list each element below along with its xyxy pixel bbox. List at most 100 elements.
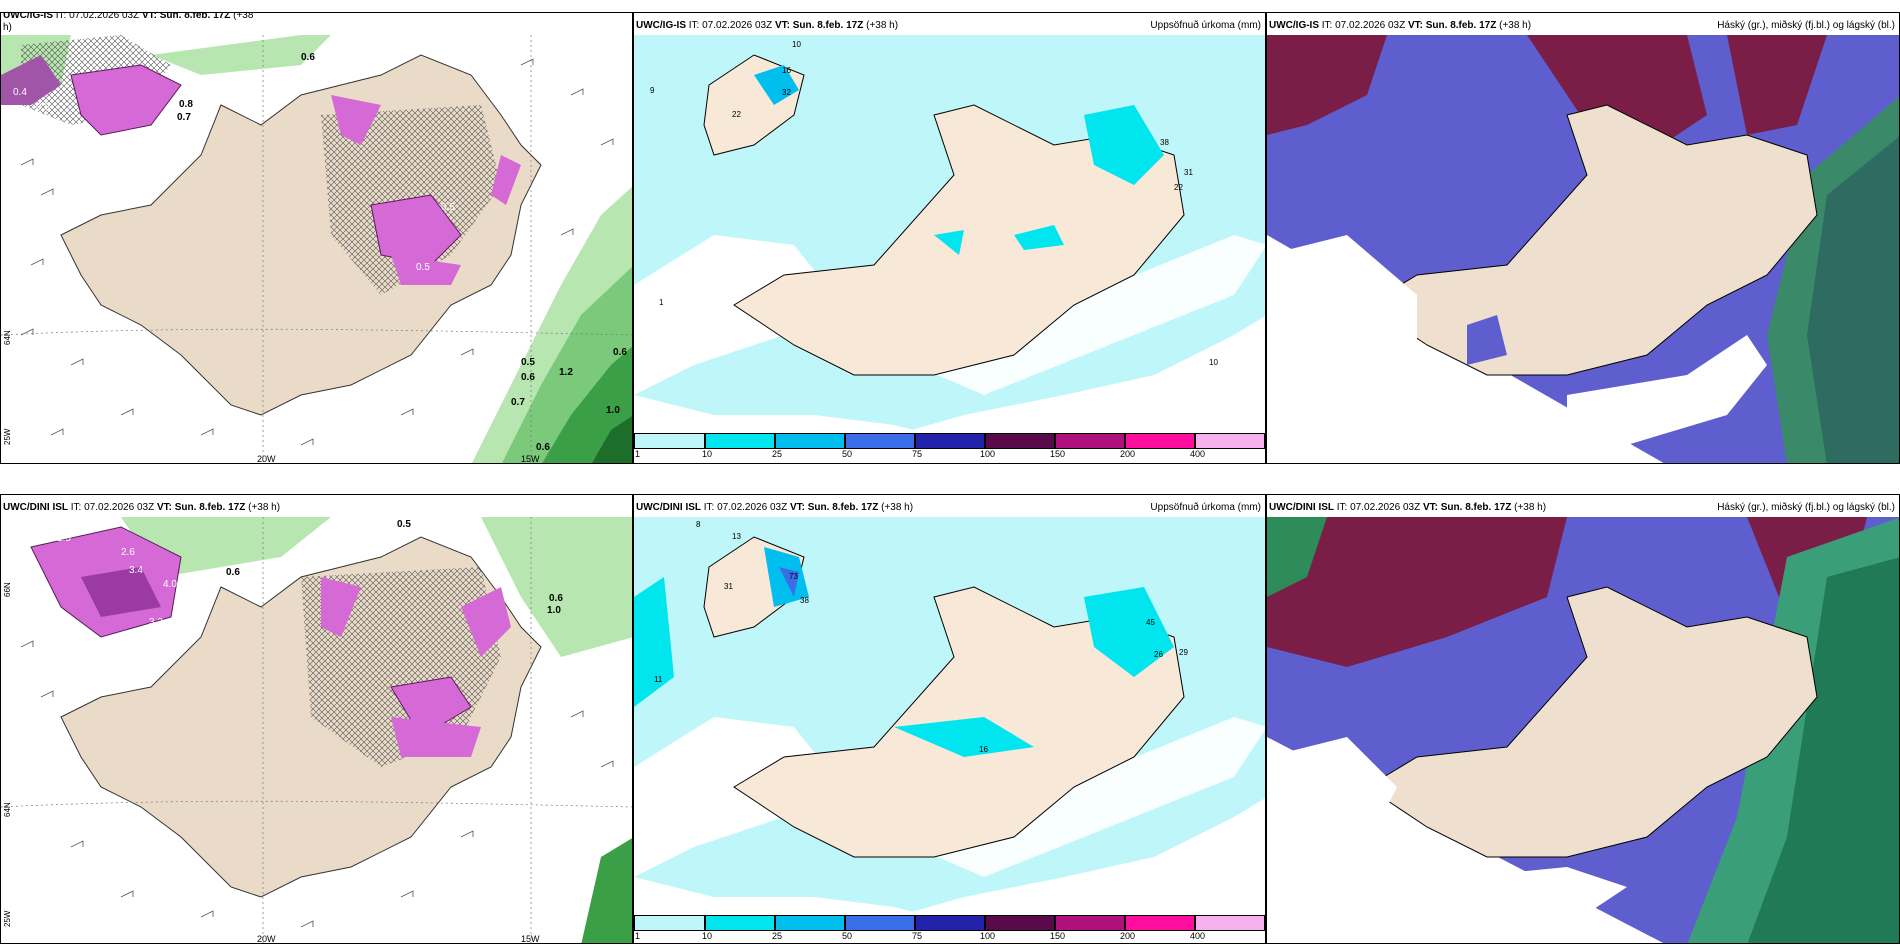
map-value: 0.7 — [177, 112, 191, 123]
map-value: 26 — [1154, 650, 1163, 659]
lat-label: 64N — [3, 802, 12, 817]
legend-tick: 1 — [635, 931, 641, 941]
panel-header: UWC/DINI ISL IT: 07.02.2026 03Z VT: Sun.… — [636, 502, 1261, 513]
map-value: 1.5 — [57, 533, 71, 544]
legend-swatch — [1195, 915, 1265, 931]
map-value: 1.2 — [559, 367, 573, 378]
legend-tick: 100 — [980, 931, 996, 941]
precip-legend: 1 10 25 50 75 100 150 200 400 — [634, 915, 1265, 941]
legend-swatch — [1055, 915, 1125, 931]
map-value: 10 — [792, 40, 801, 49]
legend-swatch — [985, 433, 1055, 449]
map-value: 0.3 — [36, 102, 50, 113]
map-value: 1.0 — [606, 405, 620, 416]
map-value: 9 — [650, 86, 655, 95]
map-value: 3.2 — [149, 617, 163, 628]
legend-swatch — [634, 915, 705, 931]
legend-swatch — [1055, 433, 1125, 449]
legend-swatch — [985, 915, 1055, 931]
legend-swatch — [915, 433, 985, 449]
map-precip-barbs-bottom: 0.5 1.5 2.6 3.4 4.0 3.2 0.6 0.6 1.0 20W … — [1, 517, 632, 944]
map-accum-precip-top: 32 22 16 38 22 31 9 10 1 10 — [634, 35, 1265, 435]
map-value: 0.4 — [13, 87, 27, 98]
map-cloud-cover-bottom — [1267, 517, 1899, 943]
map-value: 13 — [732, 532, 741, 541]
map-value: 0.5 — [416, 262, 430, 273]
map-value: 73 — [789, 572, 798, 581]
map-value: 0.6 — [521, 372, 535, 383]
legend-swatch — [1125, 433, 1195, 449]
map-value: 22 — [732, 110, 741, 119]
map-value: 0.5 — [441, 202, 455, 213]
legend-tick: 10 — [702, 449, 713, 459]
panel-bottom-mid: UWC/DINI ISL IT: 07.02.2026 03Z VT: Sun.… — [633, 494, 1266, 944]
panel-header: UWC/IG-IS IT: 07.02.2026 03Z VT: Sun. 8.… — [3, 12, 254, 21]
map-value: 0.7 — [511, 397, 525, 408]
map-value: 31 — [724, 582, 733, 591]
panel-header: UWC/DINI ISL IT: 07.02.2026 03Z VT: Sun.… — [3, 502, 281, 513]
panel-top-mid: UWC/IG-IS IT: 07.02.2026 03Z VT: Sun. 8.… — [633, 12, 1266, 464]
map-value: 0.6 — [536, 442, 550, 453]
legend-tick: 75 — [912, 931, 923, 941]
map-value: 1.0 — [547, 605, 561, 616]
legend-swatch — [845, 915, 915, 931]
legend-swatch — [634, 433, 705, 449]
precip-legend: 1 10 25 50 75 100 150 200 400 — [634, 433, 1265, 459]
legend-tick: 200 — [1120, 931, 1136, 941]
map-accum-precip-bottom: 73 38 31 45 29 26 8 13 16 11 — [634, 517, 1265, 917]
map-value: 0.6 — [613, 347, 627, 358]
lon-label: 15W — [521, 934, 540, 944]
legend-tick: 25 — [772, 449, 783, 459]
legend-tick: 200 — [1120, 449, 1136, 459]
legend-tick: 400 — [1190, 449, 1206, 459]
map-value: 4.0 — [163, 579, 177, 590]
map-value: 10 — [1209, 358, 1218, 367]
legend-swatch — [845, 433, 915, 449]
panel-header: UWC/IG-IS IT: 07.02.2026 03Z VT: Sun. 8.… — [636, 20, 1261, 31]
panel-header: UWC/DINI ISL IT: 07.02.2026 03Z VT: Sun.… — [1269, 502, 1895, 513]
map-value: 0.5 — [521, 357, 535, 368]
map-value: 31 — [1184, 168, 1193, 177]
map-value: 38 — [800, 596, 809, 605]
legend-tick: 100 — [980, 449, 996, 459]
legend-tick: 150 — [1050, 931, 1066, 941]
map-value: 11 — [654, 675, 663, 684]
map-value: 45 — [1146, 618, 1155, 627]
map-value: 0.6 — [301, 52, 315, 63]
map-value: 0.8 — [179, 99, 193, 110]
panel-bottom-right: UWC/DINI ISL IT: 07.02.2026 03Z VT: Sun.… — [1266, 494, 1900, 944]
legend-tick: 50 — [842, 931, 853, 941]
map-value: 32 — [782, 88, 791, 97]
map-value: 0.6 — [226, 567, 240, 578]
lon-label: 20W — [257, 934, 276, 944]
legend-swatch — [775, 915, 845, 931]
lon-label: 25W — [3, 428, 12, 445]
legend-tick: 400 — [1190, 931, 1206, 941]
legend-swatch — [705, 433, 775, 449]
legend-swatch — [1125, 915, 1195, 931]
map-cloud-cover-top — [1267, 35, 1899, 463]
panel-top-left: UWC/IG-IS IT: 07.02.2026 03Z VT: Sun. 8.… — [0, 12, 633, 464]
map-value: 2.6 — [121, 547, 135, 558]
map-value: 1 — [659, 298, 664, 307]
legend-swatch — [915, 915, 985, 931]
legend-swatch — [775, 433, 845, 449]
legend-swatch — [705, 915, 775, 931]
map-value: 0.6 — [549, 593, 563, 604]
map-value: 0.5 — [397, 519, 411, 530]
map-value: 8 — [696, 520, 701, 529]
map-value: 16 — [979, 745, 988, 754]
panel-bottom-left: UWC/DINI ISL IT: 07.02.2026 03Z VT: Sun.… — [0, 494, 633, 944]
panel-header-cont: h) — [3, 22, 12, 33]
map-value: 22 — [1174, 183, 1183, 192]
legend-tick: 25 — [772, 931, 783, 941]
map-value: 3.4 — [129, 565, 143, 576]
map-precip-barbs-top: 0.6 0.4 0.3 0.8 0.7 0.5 0.6 0.7 1.2 0.6 … — [1, 35, 632, 463]
legend-tick: 75 — [912, 449, 923, 459]
legend-tick: 50 — [842, 449, 853, 459]
map-value: 38 — [1160, 138, 1169, 147]
lon-label: 25W — [3, 910, 12, 927]
map-value: 29 — [1179, 648, 1188, 657]
legend-tick: 150 — [1050, 449, 1066, 459]
panel-header: UWC/IG-IS IT: 07.02.2026 03Z VT: Sun. 8.… — [1269, 20, 1895, 31]
